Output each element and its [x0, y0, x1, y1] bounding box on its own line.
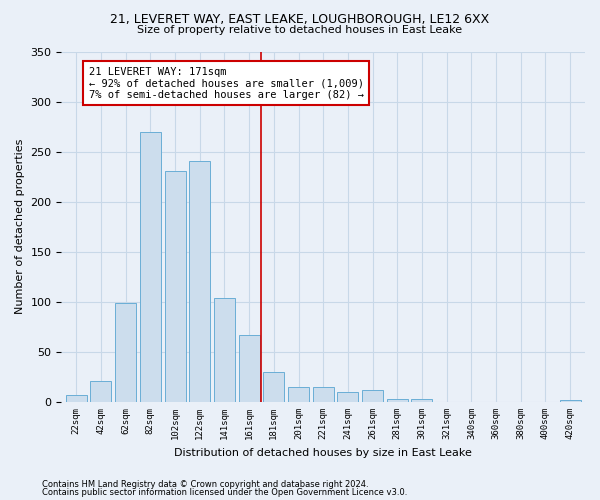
- Bar: [164, 170, 185, 402]
- Bar: [412, 399, 433, 402]
- Bar: [115, 303, 136, 402]
- Text: Contains HM Land Registry data © Crown copyright and database right 2024.: Contains HM Land Registry data © Crown c…: [42, 480, 368, 489]
- Text: Size of property relative to detached houses in East Leake: Size of property relative to detached ho…: [137, 25, 463, 35]
- Text: 21, LEVERET WAY, EAST LEAKE, LOUGHBOROUGH, LE12 6XX: 21, LEVERET WAY, EAST LEAKE, LOUGHBOROUG…: [110, 12, 490, 26]
- Bar: [263, 372, 284, 402]
- Bar: [239, 335, 260, 402]
- Text: 21 LEVERET WAY: 171sqm
← 92% of detached houses are smaller (1,009)
7% of semi-d: 21 LEVERET WAY: 171sqm ← 92% of detached…: [89, 66, 364, 100]
- Bar: [214, 298, 235, 402]
- Bar: [288, 387, 309, 402]
- Text: Contains public sector information licensed under the Open Government Licence v3: Contains public sector information licen…: [42, 488, 407, 497]
- Bar: [560, 400, 581, 402]
- Bar: [337, 392, 358, 402]
- X-axis label: Distribution of detached houses by size in East Leake: Distribution of detached houses by size …: [174, 448, 472, 458]
- Bar: [91, 381, 112, 402]
- Bar: [66, 395, 87, 402]
- Y-axis label: Number of detached properties: Number of detached properties: [15, 139, 25, 314]
- Bar: [313, 387, 334, 402]
- Bar: [189, 160, 210, 402]
- Bar: [140, 132, 161, 402]
- Bar: [387, 399, 408, 402]
- Bar: [362, 390, 383, 402]
